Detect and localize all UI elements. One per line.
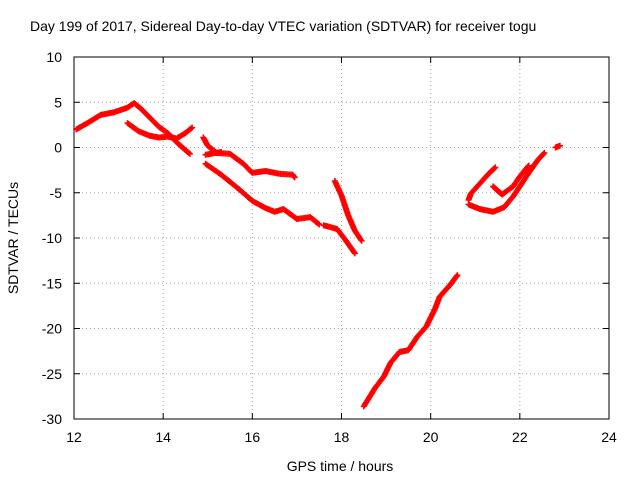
y-axis-label: SDTVAR / TECUs xyxy=(5,182,21,294)
data-point xyxy=(188,125,195,132)
x-tick-label: 22 xyxy=(512,429,528,445)
y-tick-label: 0 xyxy=(54,140,62,156)
axis-ticks xyxy=(73,56,610,420)
data-point xyxy=(453,273,460,280)
y-tick-label: -5 xyxy=(50,185,63,201)
data-point xyxy=(316,221,323,228)
data-point xyxy=(186,150,193,157)
chart-title: Day 199 of 2017, Sidereal Day-to-day VTE… xyxy=(30,18,536,34)
data-point xyxy=(315,220,322,227)
series-arc-5 xyxy=(202,160,323,228)
y-tick-label: -20 xyxy=(42,321,62,337)
series-arc-2 xyxy=(124,120,196,142)
data-point xyxy=(351,250,358,257)
series-arc-10 xyxy=(465,149,548,215)
data-point xyxy=(540,150,547,157)
data-point xyxy=(492,164,499,171)
y-tick-label: 5 xyxy=(54,94,62,110)
y-tick-label: -30 xyxy=(42,411,62,427)
data-point xyxy=(491,165,498,172)
series-arc-6 xyxy=(320,222,358,257)
series-arc-3 xyxy=(200,134,298,181)
series-arc-11 xyxy=(490,162,532,198)
data-point xyxy=(218,149,225,156)
data-points xyxy=(73,100,563,410)
x-axis-label: GPS time / hours xyxy=(287,458,394,474)
data-point xyxy=(556,142,563,149)
y-tick-label: -15 xyxy=(42,275,62,291)
x-tick-label: 20 xyxy=(423,429,439,445)
series-arc-12 xyxy=(552,142,563,151)
data-point xyxy=(541,149,548,156)
series-arc-8 xyxy=(360,272,461,410)
data-point xyxy=(525,162,532,169)
y-tick-label: -10 xyxy=(42,230,62,246)
y-tick-label: -25 xyxy=(42,366,62,382)
data-point xyxy=(454,272,461,279)
data-point xyxy=(291,174,298,181)
data-point xyxy=(357,236,364,243)
series-arc-4 xyxy=(202,149,225,158)
tick-labels: 12 14 16 18 20 22 24 10 5 0 -5 -10 -15 -20 -25 -30 xyxy=(42,49,617,445)
data-point xyxy=(358,237,365,244)
series-arc-7 xyxy=(331,177,365,244)
data-point xyxy=(351,249,358,256)
x-tick-label: 12 xyxy=(66,429,82,445)
data-point xyxy=(189,124,196,131)
x-tick-label: 14 xyxy=(155,429,171,445)
data-point xyxy=(524,163,531,170)
y-tick-label: 10 xyxy=(46,49,62,65)
data-point xyxy=(185,149,192,156)
x-tick-label: 16 xyxy=(245,429,261,445)
x-tick-label: 18 xyxy=(334,429,350,445)
x-tick-label: 24 xyxy=(601,429,617,445)
